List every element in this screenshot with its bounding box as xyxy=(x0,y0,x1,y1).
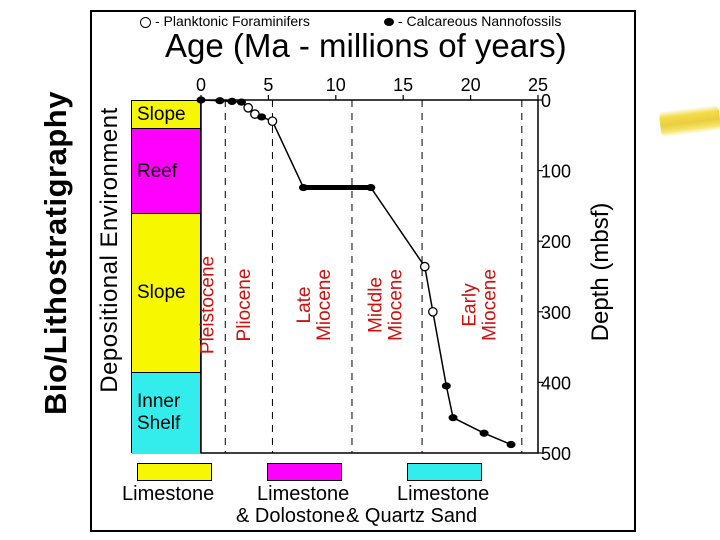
y-tick-label: 500 xyxy=(541,444,571,464)
env-band-inner-shelf: Inner Shelf xyxy=(132,372,200,454)
lithology-swatch-magenta xyxy=(267,463,342,481)
nannofossil-point xyxy=(196,96,206,104)
foraminifer-point xyxy=(419,261,430,272)
plot-area-frame xyxy=(200,99,539,454)
y-tick-label: 200 xyxy=(541,232,571,252)
x-tick-label: 25 xyxy=(528,75,548,95)
env-band-label: Reef xyxy=(137,160,178,182)
epoch-label-line: Early xyxy=(460,283,481,327)
y-tick-label: 400 xyxy=(541,373,571,393)
nannofossil-point xyxy=(215,97,225,105)
x-tick-label: 0 xyxy=(196,75,206,95)
nannofossil-point xyxy=(441,382,451,390)
legend-planktonic-label: - Planktonic Foraminifers xyxy=(155,13,310,29)
open-circle-icon xyxy=(140,16,151,28)
epoch-label-line: Pleistocene xyxy=(197,256,218,354)
epoch-label-line: Miocene xyxy=(480,269,501,341)
epoch-label-line: Miocene xyxy=(385,269,406,341)
env-band-slope-upper: Slope xyxy=(132,101,200,130)
env-band-reef: Reef xyxy=(132,129,200,214)
nannofossil-point xyxy=(227,97,237,106)
y-axis-label: Depth (mbsf) xyxy=(587,203,614,342)
epoch-label-line: Miocene xyxy=(314,269,335,341)
nannofossil-point xyxy=(236,98,246,106)
env-band-label: Inner Shelf xyxy=(137,391,181,435)
epoch-label: Late Miocene xyxy=(294,269,335,341)
env-band-slope-lower: Slope xyxy=(132,213,200,373)
lithology-sublabel-2: & Dolostone xyxy=(236,505,345,527)
lithology-label-1: Limestone xyxy=(122,483,215,505)
nannofossil-point xyxy=(366,183,376,192)
epoch-label: Early Miocene xyxy=(460,269,501,341)
y-tick-label: 100 xyxy=(541,162,571,182)
legend-nannofossils: - Calcareous Nannofossils xyxy=(384,13,561,29)
plot-title: Age (Ma - millions of years) xyxy=(165,27,567,64)
lithology-swatch-yellow xyxy=(137,463,212,481)
legend-planktonic: - Planktonic Foraminifers xyxy=(140,13,310,29)
foraminifer-point xyxy=(267,116,278,127)
nannofossil-point xyxy=(298,183,308,192)
lithology-swatch-cyan xyxy=(407,463,482,481)
env-band-label: Slope xyxy=(137,282,186,304)
epoch-label: Pleistocene xyxy=(197,256,218,354)
x-tick-label: 5 xyxy=(263,75,273,95)
nannofossil-point xyxy=(257,113,267,121)
y-tick-label: 300 xyxy=(541,303,571,323)
lithology-sublabel-3: & Quartz Sand xyxy=(346,505,478,527)
x-tick-label: 20 xyxy=(461,75,481,95)
epoch-label-line: Pliocene xyxy=(234,269,255,342)
age-depth-curve xyxy=(200,99,512,446)
foraminifer-point xyxy=(428,306,438,317)
filled-dot-icon xyxy=(384,18,394,27)
lithology-label-3: Limestone xyxy=(397,483,490,505)
epoch-label-line: Middle xyxy=(365,277,386,333)
lithology-label-2: Limestone xyxy=(257,483,350,505)
x-tick-label: 15 xyxy=(393,75,413,95)
nannofossil-point xyxy=(479,429,489,437)
epoch-label: Middle Miocene xyxy=(365,269,406,341)
env-band-label: Slope xyxy=(137,104,186,126)
epoch-label: Pliocene xyxy=(234,269,255,342)
epoch-label-line: Late xyxy=(294,287,315,324)
nannofossil-point xyxy=(506,440,516,449)
legend-nannofossils-label: - Calcareous Nannofossils xyxy=(398,13,562,29)
x-tick-label: 10 xyxy=(326,75,346,95)
nannofossil-point xyxy=(448,414,458,422)
foraminifer-point xyxy=(243,102,254,113)
environment-column: Slope Reef Slope Inner Shelf xyxy=(131,100,201,454)
y-tick-label: 0 xyxy=(541,91,551,111)
